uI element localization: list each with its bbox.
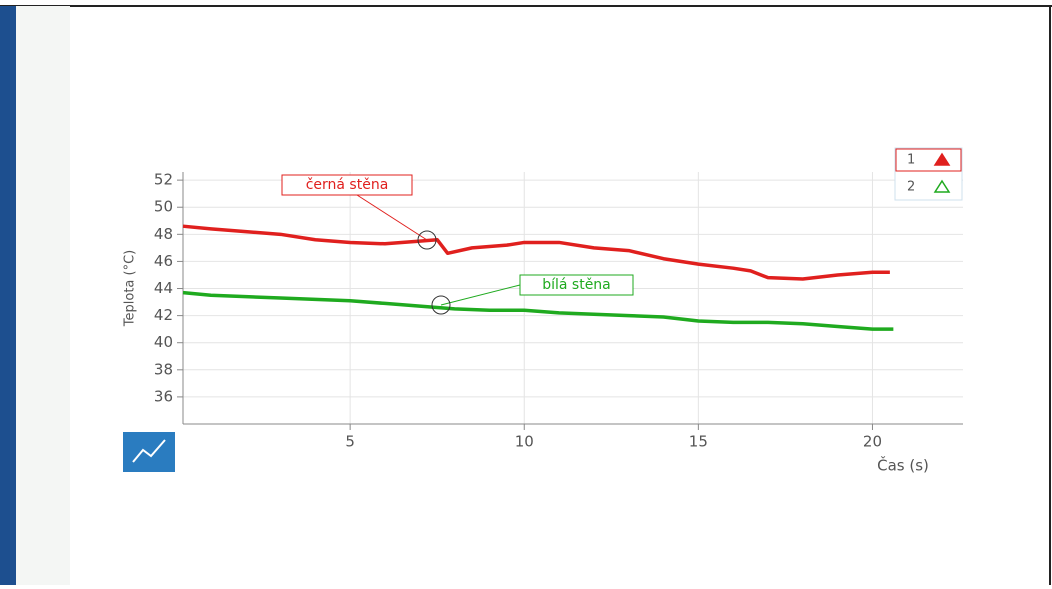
y-tick-label: 38: [154, 360, 173, 378]
legend-label: 2: [907, 180, 915, 195]
icon-box[interactable]: [123, 432, 175, 472]
y-tick-label: 48: [154, 225, 173, 243]
y-tick-label: 52: [154, 171, 173, 189]
y-tick-label: 36: [154, 387, 173, 405]
y-tick-label: 50: [154, 198, 173, 216]
y-axis-label: Teplota (°C): [123, 250, 138, 327]
side-banner: [0, 6, 16, 585]
screenshot: 36 38 40 42 44 46 48 50 52 5 10 15 20 Čas (s) Teplota …: [0, 0, 1052, 585]
side-banner-art: [16, 6, 70, 585]
y-tick-label: 46: [154, 252, 173, 270]
x-tick-label: 15: [689, 433, 708, 451]
x-tick-label: 5: [345, 433, 355, 451]
y-tick-label: 44: [154, 279, 173, 297]
y-tick-label: 42: [154, 306, 173, 324]
legend-label: 1: [907, 153, 915, 168]
chart-icon[interactable]: [123, 432, 175, 472]
x-axis-label: Čas (s): [877, 456, 929, 475]
annotation-text: bílá stěna: [542, 277, 611, 293]
x-tick-label: 20: [863, 433, 882, 451]
legend-box: [895, 148, 962, 200]
x-tick-label: 10: [515, 433, 534, 451]
annotation-text: černá stěna: [306, 177, 389, 193]
y-tick-label: 40: [154, 333, 173, 351]
